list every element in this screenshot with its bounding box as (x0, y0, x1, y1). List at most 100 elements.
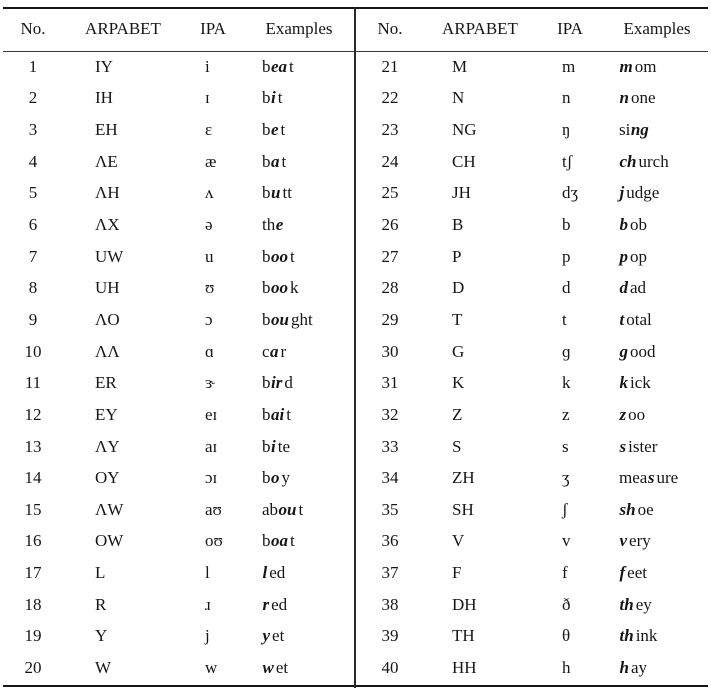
example-highlight: k (619, 373, 629, 393)
example-highlight: l (262, 563, 268, 583)
ipa-symbol: b (562, 215, 571, 235)
example-word: m om (603, 57, 711, 77)
example-word: s ister (603, 437, 711, 457)
col-header-examples: Examples (265, 19, 333, 38)
example-highlight: u (271, 183, 281, 203)
header-row: No. ARPABET IPA Examples (0, 7, 352, 51)
example-word: the (246, 215, 352, 235)
example-word: j udge (603, 183, 711, 203)
example-post: r (280, 341, 287, 361)
row-number: 25 (381, 183, 399, 203)
center-double-divider (353, 7, 357, 688)
example-word: ch urch (603, 152, 711, 172)
ipa-symbol: æ (205, 151, 217, 171)
ipa-symbol: p (562, 246, 571, 266)
arpabet-code: UW (95, 246, 124, 266)
row-number: 35 (381, 499, 399, 519)
col-header-arpabet: ARPABET (85, 19, 161, 38)
ipa-symbol: d (562, 278, 571, 298)
table-row: 18 R ɹ r ed (0, 589, 352, 621)
example-pre: b (262, 531, 271, 551)
table-row: 27 P p p op (357, 241, 711, 273)
row-number: 15 (24, 499, 42, 519)
ipa-symbol: ə (205, 215, 213, 235)
row-number: 22 (381, 88, 399, 108)
example-word: bou ght (246, 310, 352, 330)
arpabet-code: ΛΛ (95, 341, 120, 361)
example-pre: b (262, 183, 271, 203)
example-highlight: d (619, 278, 629, 298)
example-highlight: e (271, 120, 279, 140)
arpabet-code: B (452, 215, 464, 235)
table-row: 21 M m m om (357, 51, 711, 83)
example-word: boa t (246, 531, 352, 551)
example-post: t (289, 56, 294, 76)
row-number: 4 (28, 151, 38, 171)
example-post: tt (282, 183, 292, 203)
ipa-symbol: ɔ (205, 309, 213, 329)
arpabet-code: R (95, 594, 107, 614)
example-pre: b (262, 88, 271, 108)
example-post: t (286, 404, 291, 424)
ipa-symbol: z (562, 404, 570, 424)
example-post: ood (630, 341, 656, 361)
table-row: 7 UW u boo t (0, 241, 352, 273)
example-post: t (290, 531, 295, 551)
example-word: g ood (603, 342, 711, 362)
arpabet-code: ΛW (95, 499, 124, 519)
row-number: 30 (381, 341, 399, 361)
row-number: 23 (381, 120, 399, 140)
ipa-symbol: aɪ (205, 436, 218, 456)
arpabet-code: ΛH (95, 183, 120, 203)
row-number: 24 (381, 151, 399, 171)
example-pre: b (262, 246, 271, 266)
example-highlight: z (619, 404, 627, 424)
example-word: th ey (603, 595, 711, 615)
table-row: 11 ER ɝ bir d (0, 367, 352, 399)
arpabet-code: F (452, 563, 462, 583)
ipa-symbol: ŋ (562, 120, 571, 140)
table-row: 16 OW oʊ boa t (0, 526, 352, 558)
example-word: y et (246, 626, 352, 646)
arpabet-code: EY (95, 404, 118, 424)
table-row: 1 IY i bea t (0, 51, 352, 83)
example-word: abou t (246, 500, 352, 520)
example-highlight: ai (271, 404, 285, 424)
ipa-symbol: ʃ (562, 499, 568, 519)
arpabet-code: ΛE (95, 151, 118, 171)
ipa-symbol: l (205, 563, 210, 583)
example-pre: b (262, 309, 271, 329)
example-word: ca r (246, 342, 352, 362)
example-pre: mea (619, 468, 648, 488)
example-word: ba t (246, 152, 352, 172)
arpabet-code: HH (452, 657, 477, 677)
example-highlight: ng (630, 120, 649, 140)
row-number: 2 (28, 88, 38, 108)
arpabet-code: JH (452, 183, 471, 203)
example-post: ay (630, 657, 648, 677)
arpabet-code: Y (95, 626, 108, 646)
example-word: d ad (603, 278, 711, 298)
example-highlight: p (619, 246, 629, 266)
ipa-symbol: i (205, 56, 210, 76)
example-pre: b (262, 436, 271, 456)
arpabet-code: S (452, 436, 462, 456)
row-number: 21 (381, 56, 399, 76)
arpabet-code: P (452, 246, 462, 266)
example-post: ob (630, 215, 647, 235)
arpabet-code: K (452, 373, 465, 393)
arpabet-code: SH (452, 499, 474, 519)
ipa-symbol: dʒ (562, 183, 579, 203)
arpabet-code: UH (95, 278, 120, 298)
arpabet-code: IH (95, 88, 113, 108)
table-row: 6 ΛX ə the (0, 209, 352, 241)
example-post: t (281, 151, 287, 171)
arpabet-code: OY (95, 468, 120, 488)
table-row: 28 D d d ad (357, 272, 711, 304)
example-highlight: th (619, 594, 634, 614)
col-header-ipa: IPA (200, 19, 226, 38)
ipa-symbol: m (562, 56, 576, 76)
example-word: bo y (246, 468, 352, 488)
example-pre: c (262, 341, 270, 361)
arpabet-code: D (452, 278, 465, 298)
